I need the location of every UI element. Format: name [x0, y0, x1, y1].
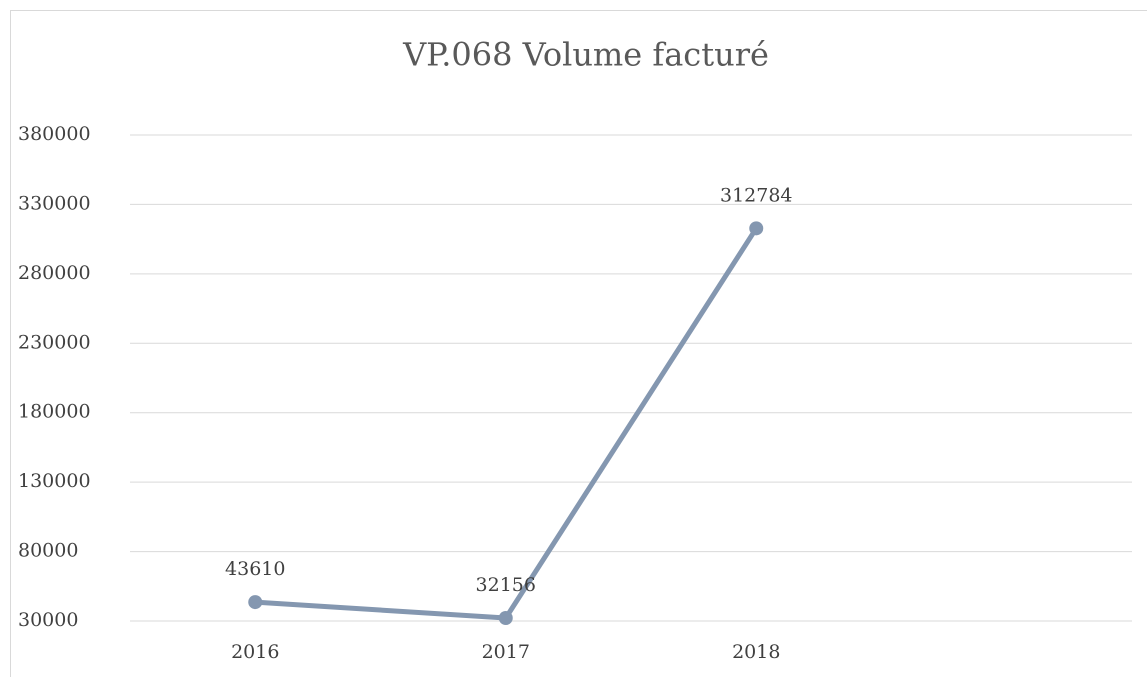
- line: [255, 228, 756, 618]
- y-tick-label: 280000: [18, 262, 91, 284]
- marker: [499, 611, 513, 625]
- data-label: 312784: [720, 184, 793, 206]
- y-tick-label: 330000: [18, 192, 91, 214]
- y-tick-label: 30000: [18, 609, 78, 631]
- chart-title: VP.068 Volume facturé: [402, 36, 769, 74]
- marker: [749, 221, 763, 235]
- y-tick-label: 230000: [18, 331, 91, 353]
- y-tick-label: 130000: [18, 470, 91, 492]
- y-tick-label: 80000: [18, 540, 78, 562]
- marker: [248, 595, 262, 609]
- y-tick-label: 380000: [18, 123, 91, 145]
- data-label: 43610: [225, 558, 285, 580]
- data-label: 32156: [476, 574, 536, 596]
- x-tick-label: 2018: [732, 641, 780, 663]
- x-tick-label: 2017: [482, 641, 530, 663]
- x-tick-label: 2016: [231, 641, 279, 663]
- y-tick-label: 180000: [18, 401, 91, 423]
